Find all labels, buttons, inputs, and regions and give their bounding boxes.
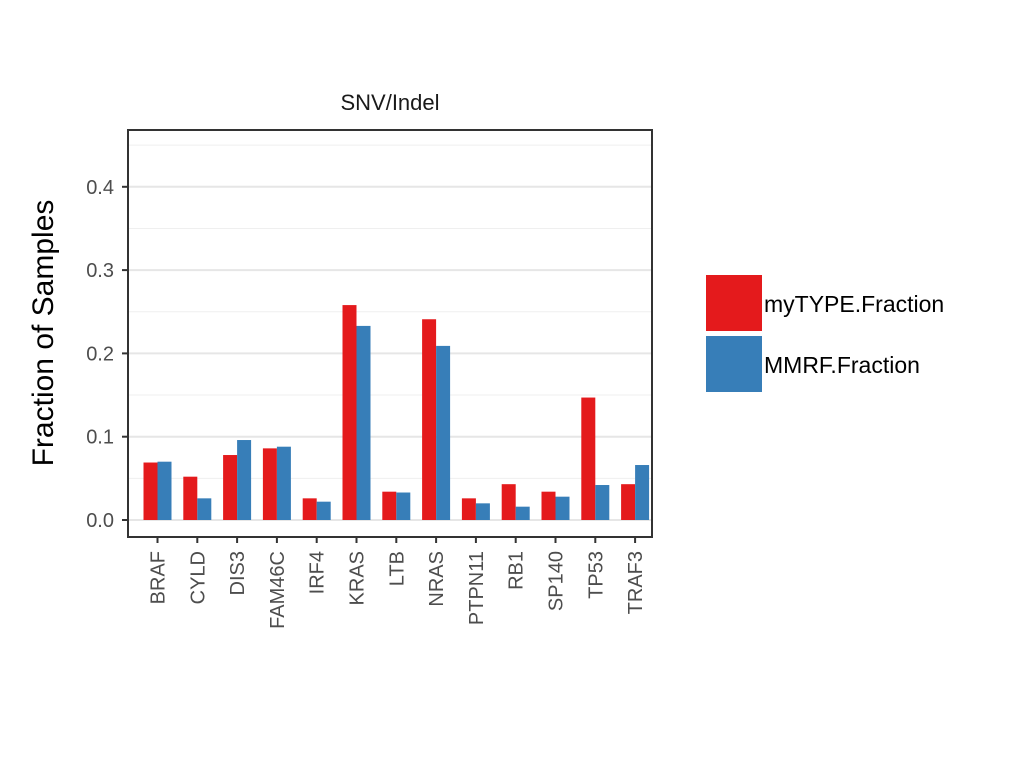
- x-tick-label-traf3: TRAF3: [625, 551, 647, 614]
- x-tick-label-nras: NRAS: [426, 551, 448, 607]
- gridlines: [128, 144, 652, 521]
- bar-nras-mytype: [422, 319, 437, 520]
- x-tick-label-kras: KRAS: [347, 551, 369, 605]
- bar-traf3-mmrf: [635, 465, 650, 520]
- bar-irf4-mytype: [302, 498, 317, 520]
- bar-fam46c-mytype: [262, 448, 277, 520]
- bar-tp53-mytype: [581, 397, 596, 520]
- bar-kras-mmrf: [356, 325, 371, 520]
- bars: [143, 305, 650, 520]
- bar-sp140-mmrf: [555, 496, 570, 520]
- bar-dis3-mmrf: [237, 440, 252, 520]
- plot-panel-border: [127, 129, 653, 538]
- legend-key-mytype: [706, 275, 762, 331]
- bar-ptpn11-mmrf: [475, 503, 490, 520]
- bar-nras-mmrf: [436, 345, 451, 520]
- y-tick-label: 0.3: [86, 260, 114, 282]
- bar-ltb-mytype: [382, 491, 397, 520]
- y-tick-label: 0.0: [86, 510, 114, 532]
- x-tick-label-cyld: CYLD: [187, 551, 209, 604]
- y-axis-title: Fraction of Samples: [27, 200, 60, 467]
- y-axis-ticks: 0.0 0.1 0.2 0.3 0.4: [86, 177, 128, 532]
- bar-fam46c-mmrf: [276, 446, 291, 520]
- x-tick-label-rb1: RB1: [506, 551, 528, 590]
- bar-kras-mytype: [342, 305, 357, 520]
- legend-label-mytype: myTYPE.Fraction: [764, 291, 944, 317]
- legend-label-mmrf: MMRF.Fraction: [764, 352, 920, 378]
- y-tick-label: 0.4: [86, 177, 114, 199]
- bar-braf-mmrf: [157, 461, 172, 520]
- bar-cyld-mmrf: [197, 498, 212, 520]
- bar-ltb-mmrf: [396, 492, 411, 520]
- x-tick-label-dis3: DIS3: [227, 551, 249, 595]
- x-axis-ticks: BRAF CYLD DIS3 FAM46C IRF4 KRAS LTB NRAS PTPN11 R…: [148, 537, 647, 629]
- bar-cyld-mytype: [183, 476, 198, 520]
- x-tick-label-braf: BRAF: [148, 551, 170, 604]
- chart-title: SNV/Indel: [340, 90, 439, 115]
- x-tick-label-tp53: TP53: [585, 551, 607, 599]
- bar-traf3-mytype: [621, 484, 636, 520]
- bar-braf-mytype: [143, 462, 158, 520]
- bar-irf4-mmrf: [316, 501, 331, 520]
- x-tick-label-ltb: LTB: [386, 551, 408, 586]
- bar-rb1-mmrf: [515, 506, 530, 520]
- legend-key-mmrf: [706, 336, 762, 392]
- bar-ptpn11-mytype: [461, 498, 476, 520]
- y-tick-label: 0.2: [86, 343, 114, 365]
- x-tick-label-fam46c: FAM46C: [267, 551, 289, 629]
- x-tick-label-irf4: IRF4: [307, 551, 329, 594]
- legend: myTYPE.Fraction MMRF.Fraction: [706, 275, 944, 392]
- y-tick-label: 0.1: [86, 427, 114, 449]
- bar-sp140-mytype: [541, 491, 556, 520]
- bar-tp53-mmrf: [595, 485, 610, 520]
- x-tick-label-ptpn11: PTPN11: [466, 551, 488, 625]
- bar-rb1-mytype: [501, 484, 516, 520]
- x-tick-label-sp140: SP140: [546, 551, 568, 611]
- bar-dis3-mytype: [223, 455, 238, 520]
